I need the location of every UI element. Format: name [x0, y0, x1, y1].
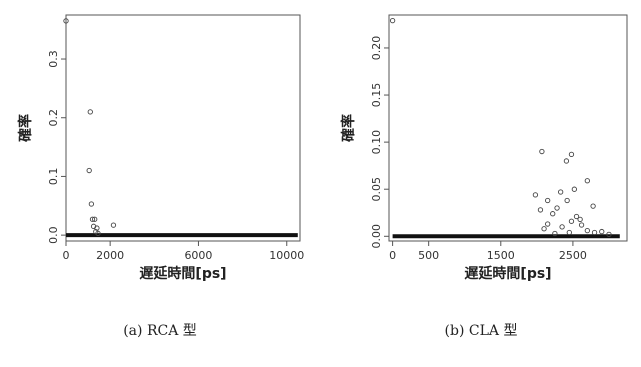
data-point [92, 216, 98, 222]
data-point [571, 186, 578, 192]
caption-b: (b) CLA 型 [444, 323, 518, 339]
data-point [578, 222, 585, 228]
data-point [591, 229, 598, 236]
data-point [568, 218, 575, 224]
plot-frame [388, 14, 628, 242]
data-point [584, 178, 590, 184]
x-tick-label: 10000 [269, 249, 304, 262]
x-tick-label: 2000 [96, 249, 124, 262]
x-tick-label: 0 [389, 249, 396, 262]
y-tick-label: 0.15 [370, 83, 383, 108]
data-point [541, 226, 547, 232]
data-point [63, 18, 69, 24]
chart-a: 0 2000 6000 10000 0.0 0.1 0.2 0.3 遅延時間[ps] 確率 [17, 14, 304, 282]
y-tick-label: 0.00 [370, 224, 383, 249]
y-tick-label: 0.05 [370, 177, 383, 202]
y-tick-label: 0.1 [47, 168, 60, 186]
data-point [563, 158, 570, 164]
data-point [110, 222, 117, 228]
data-point [599, 228, 605, 235]
data-point [95, 230, 101, 237]
y-tick-label: 0.10 [370, 130, 383, 155]
x-tick-label: 2500 [559, 249, 587, 262]
data-point [539, 148, 545, 155]
y-tick-label: 0.2 [47, 109, 60, 127]
data-point [590, 203, 596, 209]
data-point [88, 201, 95, 207]
caption-a: (a) RCA 型 [123, 323, 197, 339]
x-tick-label: 0 [63, 249, 70, 262]
data-point [545, 221, 551, 227]
data-point [559, 224, 565, 230]
data-point [606, 231, 612, 238]
data-point [568, 151, 575, 158]
data-point [577, 216, 583, 222]
y-tick-label: 0.0 [47, 226, 60, 244]
x-tick-label: 6000 [184, 249, 212, 262]
data-point [87, 109, 93, 115]
plot-frame [65, 14, 301, 242]
data-point [564, 197, 570, 204]
y-axis-title: 確率 [340, 114, 357, 142]
data-point [554, 205, 560, 211]
data-point [537, 207, 544, 213]
x-axis-title: 遅延時間[ps] [464, 265, 551, 282]
x-axis-title: 遅延時間[ps] [139, 265, 226, 282]
x-tick-label: 500 [418, 249, 439, 262]
data-point [86, 167, 92, 174]
data-point [94, 225, 100, 231]
data-point [532, 192, 539, 198]
data-point [566, 229, 572, 236]
data-point [573, 213, 580, 220]
y-tick-label: 0.3 [47, 50, 60, 67]
y-tick-label: 0.20 [370, 36, 383, 61]
data-point [545, 197, 551, 204]
data-point [550, 211, 556, 217]
chart-b: 0 500 1500 2500 0.00 0.05 0.10 0.15 0.20 遅延時間[ps]… [340, 14, 628, 282]
x-tick-label: 1500 [487, 249, 515, 262]
data-point [389, 17, 396, 24]
data-point [584, 227, 590, 234]
data-point [89, 216, 96, 222]
data-point [557, 189, 564, 195]
data-point [552, 230, 558, 237]
y-axis-title: 確率 [17, 114, 34, 142]
